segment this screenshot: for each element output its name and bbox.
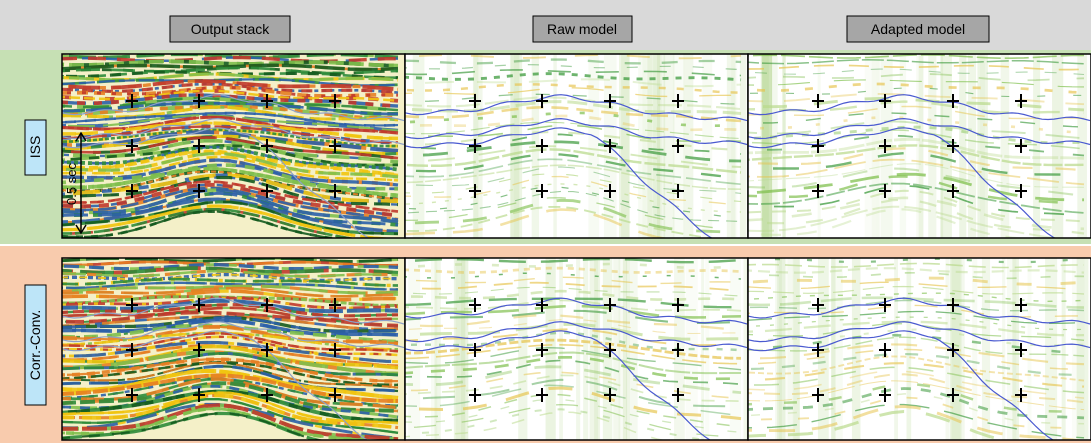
panel-bg — [405, 54, 748, 238]
trace-band — [413, 54, 425, 238]
trace-band — [852, 258, 861, 440]
trace-band — [408, 258, 420, 440]
trace-band — [740, 54, 746, 238]
trace-band — [779, 258, 782, 440]
seismic-panel — [748, 54, 1091, 266]
column-label: Raw model — [547, 21, 617, 37]
trace-band — [727, 54, 736, 238]
trace-band — [518, 258, 527, 440]
trace-band — [594, 258, 598, 440]
trace-band — [1062, 258, 1066, 440]
row-label: ISS — [27, 136, 43, 159]
trace-band — [588, 54, 599, 238]
trace-band — [559, 258, 563, 440]
seismic-panel — [748, 258, 1091, 443]
column-label: Output stack — [191, 21, 271, 37]
trace-band — [647, 54, 660, 238]
trace-band — [1007, 258, 1016, 440]
row-label: Corr.-Conv. — [27, 310, 43, 381]
trace-band — [1033, 54, 1040, 238]
seismic-panel — [62, 258, 405, 443]
trace-band — [623, 258, 627, 440]
trace-band — [1072, 258, 1085, 440]
figure: Output stack Raw model Adapted model ISS… — [0, 0, 1091, 443]
trace-band — [761, 54, 772, 238]
column-label: Adapted model — [871, 21, 965, 37]
trace-band — [621, 54, 630, 238]
seismic-panel — [405, 258, 757, 443]
trace-band — [1077, 54, 1087, 238]
scale-label: 0.5 sec — [64, 163, 79, 205]
trace-band — [1045, 258, 1057, 440]
trace-band — [982, 258, 990, 440]
seismic-panel — [62, 54, 405, 266]
seismic-panel — [405, 54, 750, 266]
